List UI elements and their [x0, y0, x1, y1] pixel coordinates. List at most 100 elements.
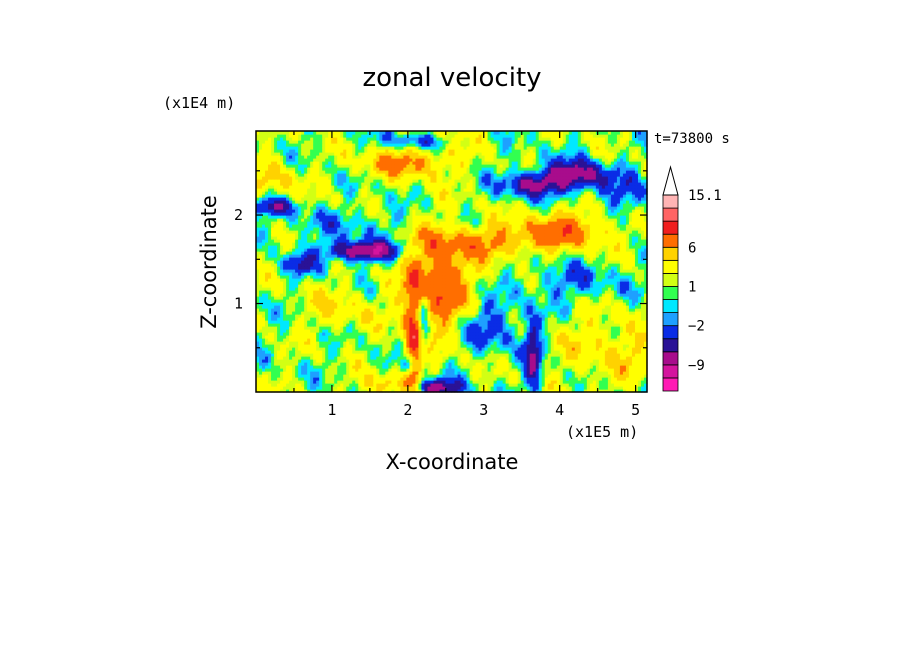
field-cell	[265, 293, 269, 297]
field-cell	[628, 302, 633, 306]
field-cell	[370, 293, 374, 297]
field-cell	[637, 335, 642, 339]
field-cell	[262, 293, 266, 297]
field-cell	[394, 362, 398, 366]
field-cell	[544, 287, 549, 291]
field-cell	[538, 284, 543, 288]
field-cell	[508, 287, 513, 291]
field-cell	[391, 323, 395, 327]
field-cell	[352, 362, 356, 366]
field-cell	[370, 290, 374, 294]
field-cell	[616, 380, 621, 384]
field-cell	[262, 308, 266, 312]
field-cell	[478, 362, 483, 366]
field-cell	[448, 293, 453, 297]
field-cell	[298, 377, 302, 381]
field-cell	[502, 287, 507, 291]
field-cell	[328, 311, 332, 315]
field-cell	[376, 326, 380, 330]
field-cell	[439, 320, 444, 324]
field-cell	[523, 287, 528, 291]
field-cell	[349, 296, 353, 300]
field-cell	[289, 365, 293, 369]
field-cell	[406, 374, 410, 378]
field-cell	[280, 284, 284, 288]
field-cell	[280, 350, 284, 354]
field-cell	[577, 362, 582, 366]
field-cell	[400, 386, 404, 390]
field-cell	[301, 281, 305, 285]
field-cell	[262, 296, 266, 300]
field-cell	[421, 281, 426, 285]
field-cell	[466, 290, 471, 294]
field-cell	[286, 362, 290, 366]
field-cell	[463, 356, 468, 360]
field-cell	[355, 332, 359, 336]
field-cell	[325, 323, 329, 327]
field-cell	[436, 299, 441, 303]
field-cell	[310, 338, 314, 342]
field-cell	[331, 290, 335, 294]
field-cell	[550, 371, 555, 375]
field-cell	[346, 281, 350, 285]
field-cell	[607, 296, 612, 300]
field-cell	[565, 368, 570, 372]
field-cell	[589, 338, 594, 342]
field-cell	[598, 338, 603, 342]
field-cell	[349, 374, 353, 378]
field-cell	[493, 305, 498, 309]
field-cell	[631, 338, 636, 342]
field-cell	[328, 305, 332, 309]
field-cell	[421, 365, 426, 369]
field-cell	[277, 317, 281, 321]
field-cell	[334, 377, 338, 381]
field-cell	[541, 293, 546, 297]
field-cell	[388, 344, 392, 348]
field-cell	[478, 311, 483, 315]
field-cell	[418, 338, 423, 342]
field-cell	[496, 335, 501, 339]
field-cell	[502, 344, 507, 348]
field-cell	[484, 317, 489, 321]
field-cell	[505, 332, 510, 336]
field-cell	[604, 377, 609, 381]
field-cell	[607, 278, 612, 282]
field-cell	[475, 338, 480, 342]
field-cell	[274, 320, 278, 324]
field-cell	[448, 353, 453, 357]
field-cell	[346, 320, 350, 324]
field-cell	[511, 338, 516, 342]
field-cell	[259, 359, 263, 363]
field-cell	[472, 317, 477, 321]
field-cell	[643, 362, 648, 366]
field-cell	[592, 347, 597, 351]
field-cell	[535, 344, 540, 348]
field-cell	[517, 299, 522, 303]
field-cell	[403, 365, 407, 369]
field-cell	[559, 320, 564, 324]
field-cell	[541, 299, 546, 303]
field-cell	[376, 305, 380, 309]
field-cell	[265, 278, 269, 282]
field-cell	[364, 341, 368, 345]
field-cell	[466, 371, 471, 375]
field-cell	[589, 299, 594, 303]
field-cell	[388, 314, 392, 318]
field-cell	[559, 359, 564, 363]
field-cell	[601, 350, 606, 354]
field-cell	[346, 359, 350, 363]
field-cell	[361, 278, 365, 282]
field-cell	[589, 386, 594, 390]
field-cell	[271, 338, 275, 342]
field-cell	[634, 284, 639, 288]
field-cell	[493, 281, 498, 285]
field-cell	[472, 383, 477, 387]
field-cell	[628, 335, 633, 339]
field-cell	[577, 347, 582, 351]
field-cell	[394, 281, 398, 285]
field-cell	[460, 341, 465, 345]
field-cell	[472, 359, 477, 363]
field-cell	[406, 308, 410, 312]
field-cell	[268, 347, 272, 351]
field-cell	[355, 293, 359, 297]
